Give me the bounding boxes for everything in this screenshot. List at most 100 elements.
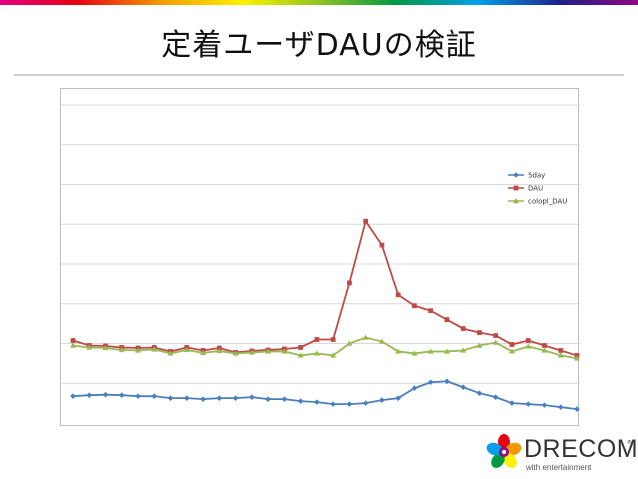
data-point-colopl-dau (427, 348, 434, 354)
data-point-5day (102, 391, 109, 398)
rainbow-top-bar (0, 0, 638, 5)
data-point-dau (460, 326, 466, 331)
data-point-dau (477, 330, 482, 335)
data-point-5day (476, 390, 483, 396)
data-point-5day (232, 395, 239, 401)
legend-marker-5day (513, 172, 519, 178)
data-point-dau (363, 218, 369, 224)
drecom-logo: DRECOM ® with entertainment (486, 434, 638, 474)
legend-marker-dau (513, 185, 519, 191)
data-point-colopl-dau (476, 342, 483, 348)
data-point-5day (557, 404, 564, 410)
data-point-5day (86, 392, 93, 398)
series-line-colopl-dau (72, 336, 578, 360)
data-point-colopl-dau (248, 349, 255, 355)
data-point-colopl-dau (102, 344, 109, 351)
data-point-5day (249, 394, 255, 400)
data-point-5day (151, 393, 158, 399)
chart-canvas: 5day DAU colopl_DAU (61, 104, 580, 412)
data-point-dau (428, 308, 434, 314)
data-point-5day (509, 400, 515, 406)
data-point-dau (395, 292, 401, 298)
data-point-dau (412, 303, 417, 309)
data-point-colopl-dau (151, 346, 158, 352)
data-point-colopl-dau (313, 350, 320, 356)
data-point-5day (167, 395, 174, 401)
data-point-5day (346, 401, 353, 407)
series-line-dau (72, 219, 578, 357)
series-line-5day (72, 380, 578, 410)
data-point-5day (330, 401, 336, 407)
registered-mark: ® (627, 440, 632, 446)
data-point-colopl-dau (411, 350, 418, 356)
data-point-colopl-dau (557, 352, 564, 358)
data-point-colopl-dau (265, 348, 272, 354)
data-point-dau (298, 345, 304, 350)
data-point-dau (493, 333, 499, 338)
data-point-5day (135, 393, 141, 399)
data-point-colopl-dau (200, 349, 207, 356)
data-point-colopl-dau (135, 347, 142, 353)
data-point-colopl-dau (281, 348, 288, 354)
data-point-5day (281, 396, 288, 402)
legend-label-colopl-dau: colopl_DAU (528, 198, 567, 206)
data-point-dau (346, 280, 352, 286)
brand-tagline: with entertainment (526, 463, 592, 472)
data-point-colopl-dau (492, 339, 499, 345)
data-point-5day (574, 406, 580, 412)
data-point-colopl-dau (232, 350, 239, 356)
data-point-5day (216, 395, 223, 401)
data-point-dau (509, 342, 515, 347)
data-point-colopl-dau (443, 348, 450, 354)
chart-legend: 5day DAU colopl_DAU (508, 172, 567, 206)
data-point-5day (460, 384, 466, 391)
data-point-colopl-dau (574, 355, 580, 361)
data-point-dau (558, 348, 564, 353)
data-point-colopl-dau (330, 352, 337, 358)
data-point-5day (379, 397, 385, 403)
data-point-5day (525, 401, 532, 407)
data-point-colopl-dau (167, 350, 174, 356)
data-point-5day (70, 393, 76, 399)
data-point-dau (314, 337, 320, 342)
flower-logo-icon (486, 434, 522, 470)
brand-name: DRECOM (524, 435, 638, 463)
data-point-5day (411, 385, 418, 392)
data-point-colopl-dau (525, 343, 532, 349)
data-point-5day (200, 396, 206, 402)
data-point-dau (70, 338, 76, 343)
data-point-5day (395, 395, 401, 401)
data-point-5day (118, 392, 125, 398)
data-point-5day (444, 378, 450, 385)
data-point-dau (444, 317, 450, 323)
data-point-colopl-dau (183, 346, 190, 353)
title-divider (14, 74, 624, 76)
slide-title: 定着ユーザDAUの検証 (161, 28, 477, 63)
data-point-colopl-dau (216, 347, 223, 354)
data-point-5day (362, 400, 369, 406)
data-point-5day (297, 398, 304, 404)
data-point-dau (379, 242, 385, 248)
data-point-dau (330, 337, 336, 342)
line-chart: 5day DAU colopl_DAU (60, 88, 580, 426)
data-point-colopl-dau (346, 340, 353, 346)
data-point-5day (184, 395, 190, 401)
data-point-colopl-dau (460, 347, 467, 353)
data-point-colopl-dau (378, 338, 385, 344)
gridlines (61, 104, 580, 384)
data-point-5day (265, 396, 271, 402)
data-point-5day (314, 399, 320, 405)
data-point-colopl-dau (541, 347, 548, 353)
data-point-5day (492, 394, 499, 400)
data-point-colopl-dau (70, 342, 76, 348)
legend-marker-colopl-dau (513, 198, 519, 204)
data-point-5day (541, 402, 548, 408)
legend-label-5day: 5day (528, 172, 545, 180)
data-point-colopl-dau (297, 352, 304, 358)
data-point-5day (427, 379, 434, 386)
legend-label-dau: DAU (528, 185, 543, 193)
data-point-colopl-dau (395, 348, 402, 354)
data-point-dau (525, 338, 531, 343)
data-point-colopl-dau (86, 344, 93, 350)
data-point-colopl-dau (118, 346, 125, 353)
